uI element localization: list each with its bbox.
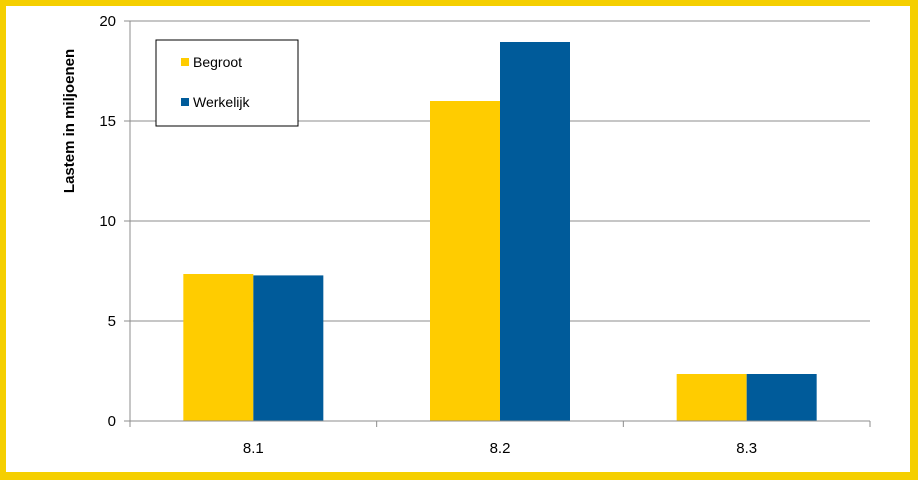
- legend-label-begroot: Begroot: [193, 54, 242, 70]
- y-axis-title: Lastem in miljoenen: [61, 49, 78, 193]
- bar-begroot-8.1: [183, 274, 254, 421]
- x-tick-label: 8.1: [243, 440, 264, 457]
- axes: [124, 20, 871, 427]
- y-tick-labels: 0 5 10 15 20: [99, 13, 116, 430]
- chart-frame: 0 5 10 15 20 8.1 8.2 8.3 Lastem in miljoenen B…: [6, 6, 910, 472]
- bar-begroot-8.2: [430, 101, 500, 421]
- bar-werkelijk-8.2: [500, 42, 570, 421]
- y-tick-label: 10: [99, 213, 116, 230]
- y-tick-label: 15: [99, 113, 116, 130]
- legend-swatch-werkelijk: [181, 98, 189, 106]
- bar-werkelijk-8.3: [746, 374, 817, 421]
- legend: Begroot Werkelijk: [155, 39, 299, 127]
- bar-begroot-8.3: [676, 374, 747, 421]
- x-tick-labels: 8.1 8.2 8.3: [243, 440, 757, 457]
- legend-box: [155, 39, 299, 127]
- bar-werkelijk-8.1: [253, 275, 324, 421]
- bars: [183, 42, 817, 421]
- x-tick-label: 8.2: [490, 440, 511, 457]
- legend-label-werkelijk: Werkelijk: [193, 94, 251, 110]
- y-tick-label: 20: [99, 13, 116, 30]
- x-tick-label: 8.3: [736, 440, 757, 457]
- bar-chart: 0 5 10 15 20 8.1 8.2 8.3 Lastem in miljoenen B…: [61, 13, 871, 457]
- y-tick-label: 0: [108, 413, 116, 430]
- legend-swatch-begroot: [181, 58, 189, 66]
- y-tick-label: 5: [108, 313, 116, 330]
